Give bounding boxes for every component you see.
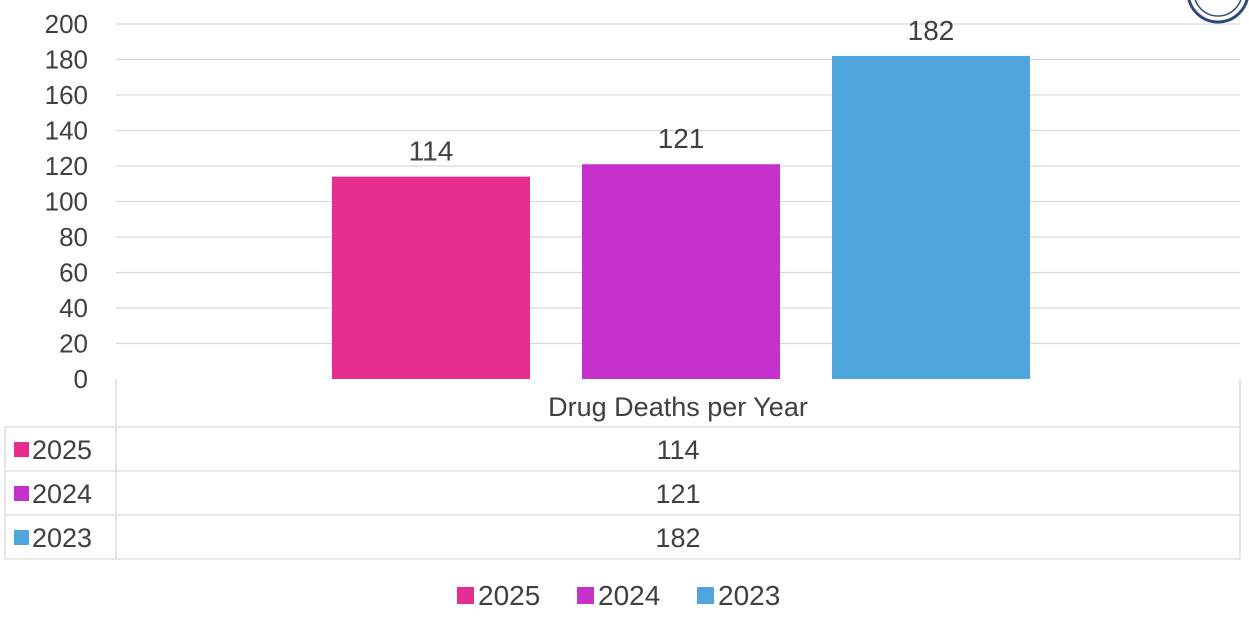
seal-logo [1187, 0, 1249, 24]
legend: 2025 2024 2023 [457, 580, 780, 611]
y-tick-label: 180 [45, 45, 88, 75]
bar [832, 55, 1030, 379]
y-tick-label: 20 [59, 329, 88, 359]
y-tick-label: 120 [45, 151, 88, 181]
table-legend-key [14, 530, 29, 545]
data-label: 114 [409, 136, 454, 167]
legend-label: 2025 [478, 580, 540, 611]
y-tick-label: 160 [45, 80, 88, 110]
data-labels: 114 121 182 [409, 15, 955, 167]
legend-label: 2023 [718, 580, 780, 611]
legend-swatch [697, 587, 714, 604]
y-tick-label: 100 [45, 187, 88, 217]
data-label: 182 [908, 15, 955, 46]
data-label: 121 [658, 123, 705, 154]
table-header: Drug Deaths per Year [548, 392, 808, 422]
y-tick-label: 0 [74, 364, 88, 394]
y-tick-label: 200 [45, 9, 88, 39]
table-legend-key [14, 486, 29, 501]
legend-label: 2024 [598, 580, 660, 611]
table-value: 121 [655, 479, 700, 509]
table-series-name: 2024 [32, 479, 92, 509]
bar [332, 176, 530, 379]
y-tick-label: 40 [59, 293, 88, 323]
legend-swatch [457, 587, 474, 604]
bar [582, 164, 780, 379]
table-series-name: 2025 [32, 435, 92, 465]
y-axis-ticks: 0 20 40 60 80 100 120 140 160 180 200 [45, 9, 88, 394]
y-tick-label: 80 [59, 222, 88, 252]
legend-swatch [577, 587, 594, 604]
table-value: 182 [655, 523, 700, 553]
y-tick-label: 140 [45, 116, 88, 146]
table-series-name: 2023 [32, 523, 92, 553]
table-legend-key [14, 442, 29, 457]
y-tick-label: 60 [59, 258, 88, 288]
data-table: Drug Deaths per Year 2025 114 2024 121 2023 18… [4, 379, 1241, 560]
table-value: 114 [656, 435, 699, 465]
bars [332, 55, 1030, 379]
